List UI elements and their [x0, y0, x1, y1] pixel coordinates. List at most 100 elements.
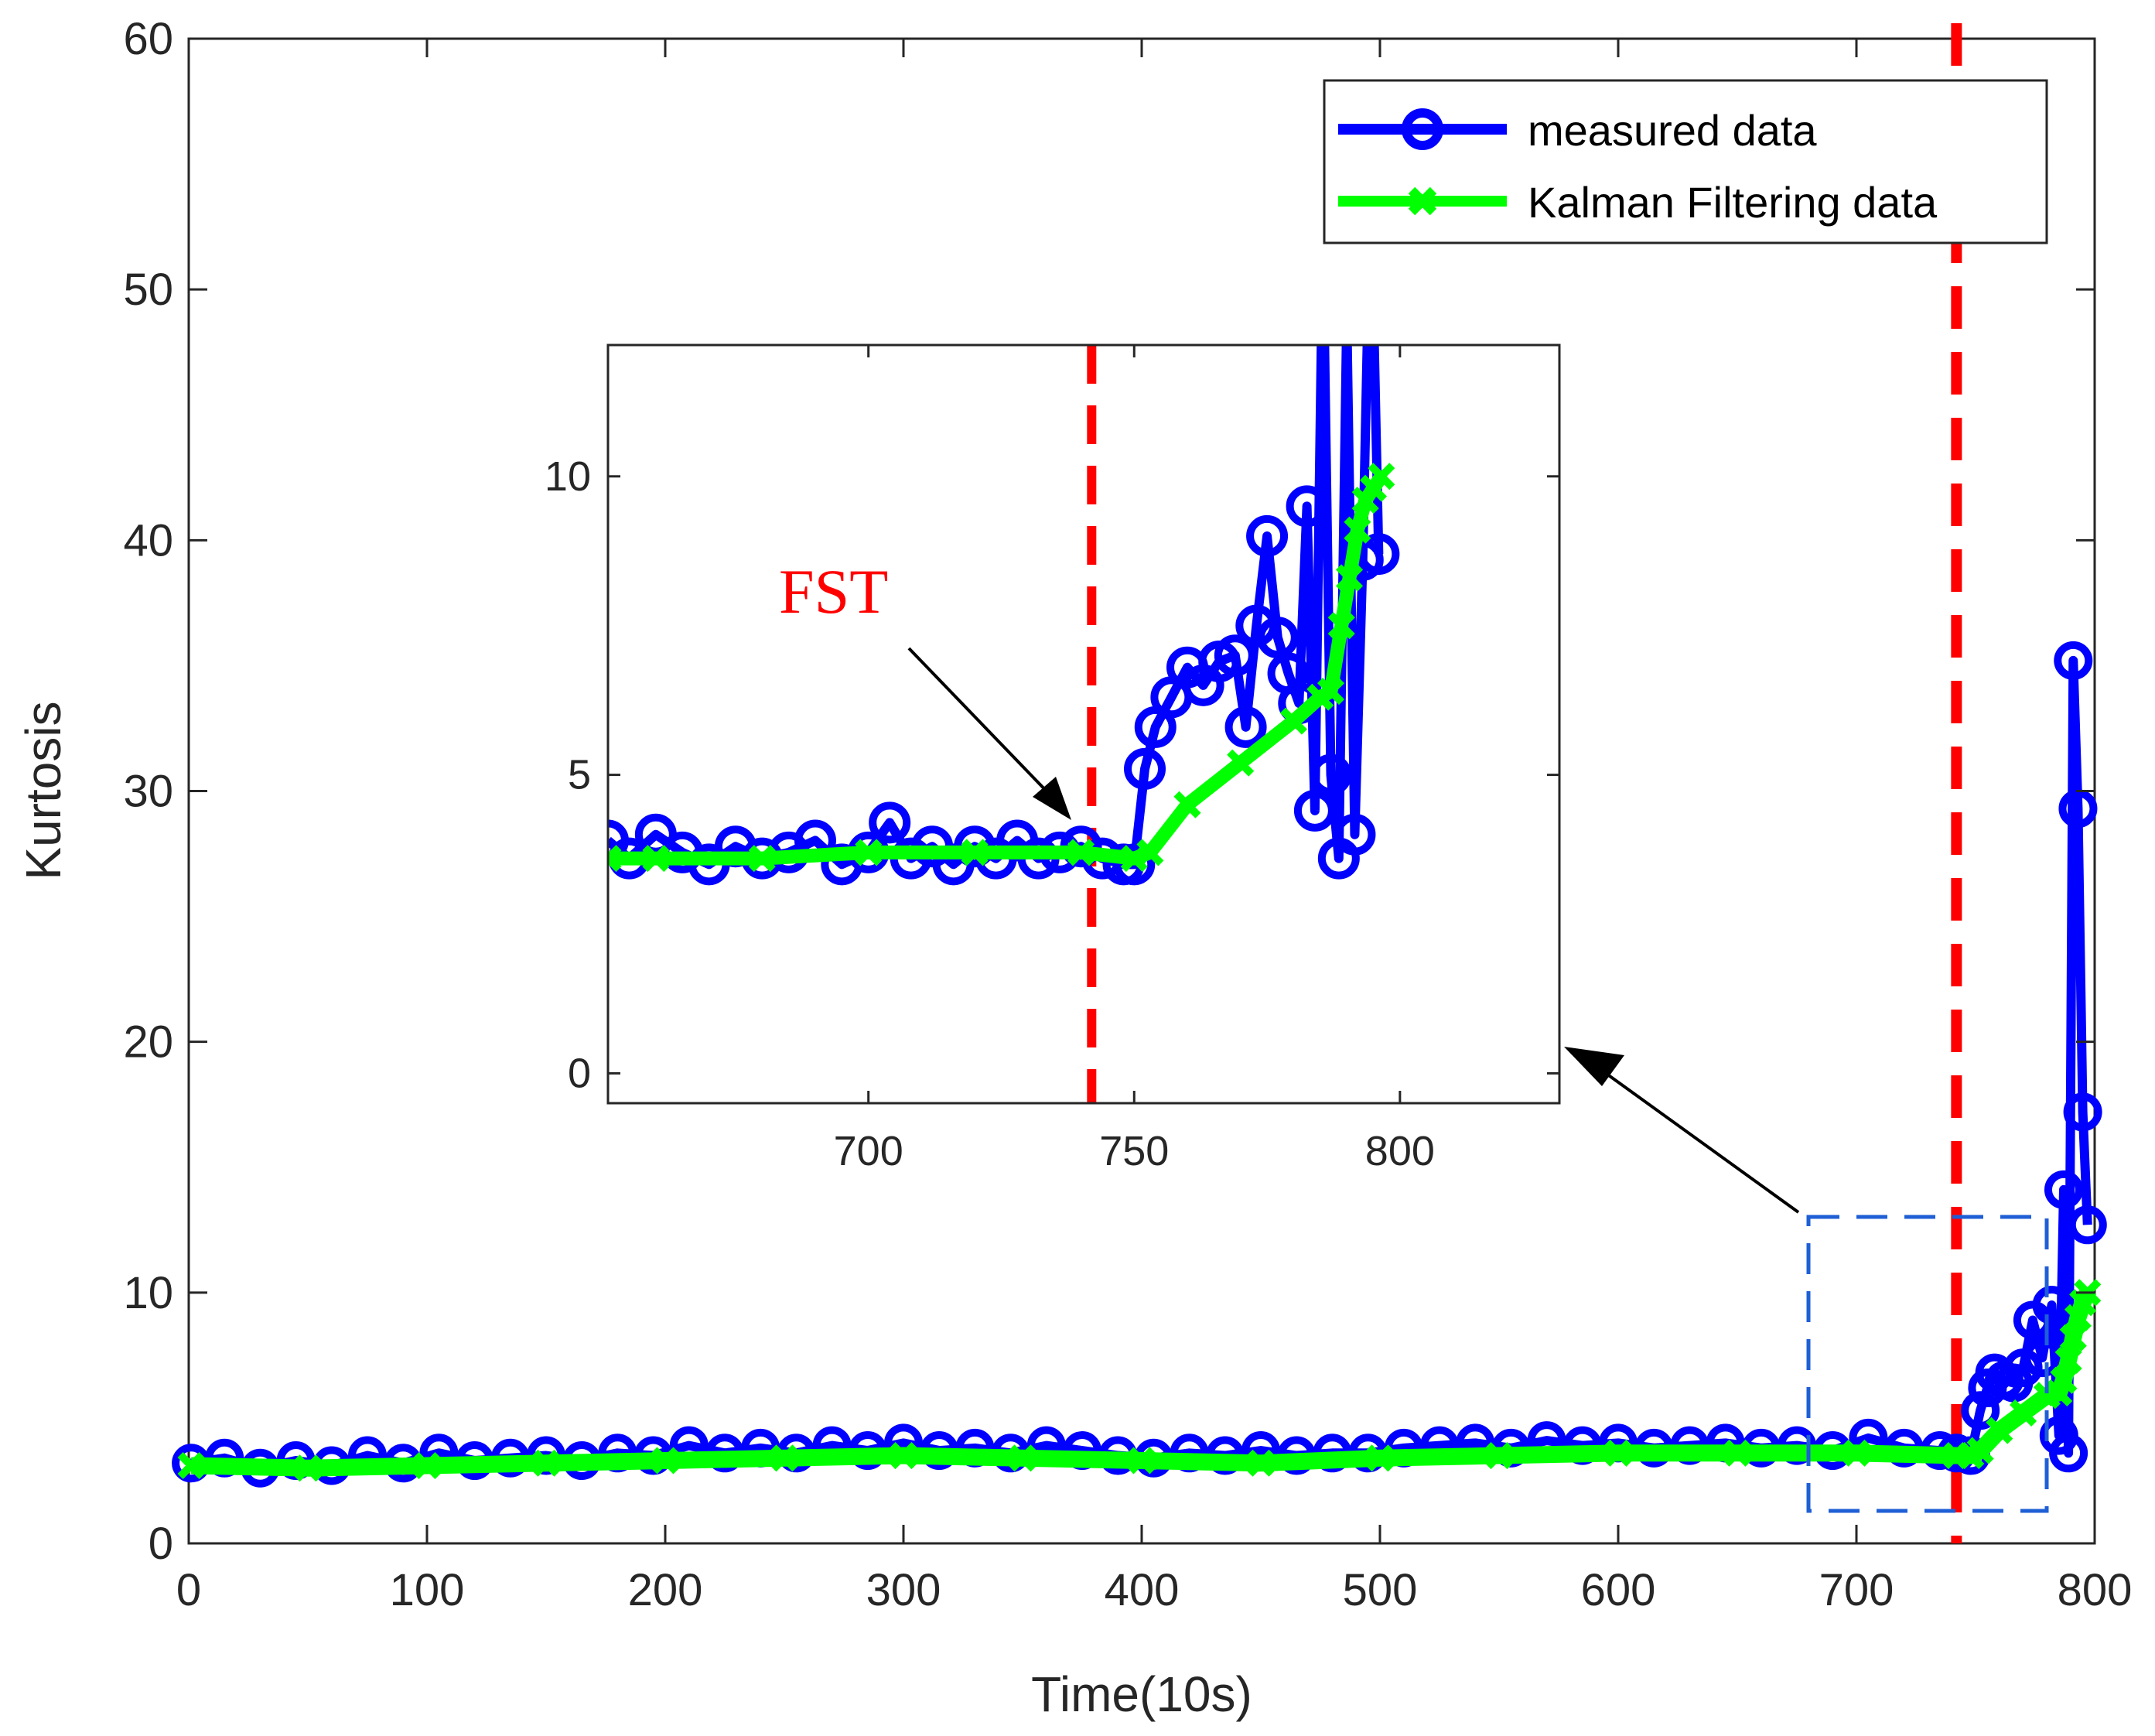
measured-data-point: [2003, 1348, 2043, 1388]
kalman-data-point: [890, 1442, 917, 1470]
measured-data-point: [1961, 1391, 2000, 1430]
kalman-data-point: [532, 1449, 560, 1477]
measured-data-point: [2023, 1338, 2062, 1378]
kalman-data-point: [1604, 1439, 1632, 1467]
zoom-arrow-line: [1586, 1058, 1800, 1214]
measured-data-point: [1246, 514, 1289, 557]
kalman-data-point: [294, 1454, 322, 1482]
x-tick-label: 500: [1343, 1565, 1418, 1615]
x-tick-label: 0: [176, 1565, 201, 1615]
measured-data-point: [1113, 843, 1156, 886]
legend-label-kalman: Kalman Filtering data: [1528, 178, 1938, 227]
x-axis-title: Time(10s): [1031, 1666, 1252, 1722]
x-tick-label: 750: [1099, 1128, 1169, 1174]
kalman-data-point: [177, 1451, 205, 1480]
kalman-data-point: [1344, 516, 1371, 544]
x-tick-label: 200: [628, 1565, 703, 1615]
measured-data-point: [2049, 1434, 2088, 1473]
measured-data-point: [1293, 789, 1336, 832]
y-axis-title: Kurtosis: [15, 701, 71, 880]
x-tick-label: 800: [1365, 1128, 1435, 1174]
y-tick-label: 30: [123, 767, 173, 817]
kalman-data-point: [608, 845, 622, 873]
y-tick-label: 50: [123, 265, 173, 315]
measured-data-point: [2068, 1205, 2107, 1245]
legend: measured data Kalman Filtering data: [1323, 79, 2048, 244]
kalman-data-point: [1227, 749, 1255, 777]
kalman-data-point: [1843, 1439, 1870, 1467]
measured-data-point: [1286, 485, 1328, 528]
measured-data-point: [1224, 706, 1267, 748]
y-tick-label: 5: [568, 752, 591, 798]
kalman-data-point: [1366, 1444, 1394, 1472]
kalman-data-point: [770, 1444, 798, 1472]
measured-data-point: [1235, 604, 1278, 647]
kalman-data-point: [1336, 564, 1364, 592]
kalman-data-point: [1279, 707, 1307, 735]
measured-data-point: [2058, 789, 2098, 829]
kalman-data-point: [1009, 1444, 1037, 1472]
kalman-data-point: [1485, 1442, 1513, 1470]
legend-marker-measured: [1402, 108, 1443, 150]
y-tick-label: 10: [545, 453, 591, 500]
measured-data-point: [1256, 617, 1299, 659]
legend-box: [1323, 79, 2048, 244]
kalman-data-point: [1136, 839, 1164, 866]
kalman-data-point: [2050, 1366, 2078, 1394]
kalman-data-point: [1368, 463, 1395, 490]
fst-arrow-line: [907, 647, 1054, 798]
x-tick-label: 100: [390, 1565, 465, 1615]
y-tick-label: 0: [568, 1050, 591, 1096]
kalman-data-point: [1173, 791, 1201, 818]
inset-series-layer: [608, 345, 1400, 886]
kalman-data-point: [651, 1447, 679, 1475]
x-tick-label: 800: [2058, 1565, 2133, 1615]
kalman-data-point: [748, 845, 776, 873]
legend-marker-kalman: [1408, 186, 1437, 216]
kalman-data-point: [1128, 1447, 1156, 1475]
y-tick-label: 0: [149, 1519, 173, 1569]
fst-arrow-head: [1033, 777, 1071, 820]
measured-data-point: [1214, 634, 1256, 677]
kalman-data-point: [1723, 1439, 1751, 1467]
inset-axes-frame: [606, 343, 1561, 1105]
kalman-data-point: [855, 839, 883, 866]
measured-data-point: [1334, 813, 1376, 856]
kalman-data-point: [1986, 1416, 2013, 1444]
measured-data-point: [869, 801, 911, 844]
inset-background: [608, 345, 1559, 1103]
kalman-data-line: [190, 1289, 2095, 1477]
kalman-data-point: [642, 845, 670, 873]
x-tick-label: 700: [834, 1128, 903, 1174]
kalman-data-point: [1067, 839, 1095, 866]
measured-data-point: [1310, 754, 1352, 796]
x-tick-label: 300: [866, 1565, 941, 1615]
kalman-data-point: [1317, 678, 1345, 706]
kalman-data-point: [1120, 845, 1148, 873]
measured-data-point: [1358, 533, 1400, 576]
kalman-data-point: [1966, 1437, 1994, 1464]
kalman-data-point: [2010, 1399, 2037, 1427]
inset-ticks: 700 750 800 0 5 10: [545, 345, 1559, 1174]
kalman-data-point: [413, 1451, 441, 1480]
measured-data-point: [2032, 1286, 2071, 1325]
y-tick-label: 10: [123, 1268, 173, 1318]
y-tick-label: 20: [123, 1017, 173, 1068]
kalman-data-point: [1327, 612, 1355, 640]
kalman-data-point: [961, 839, 989, 866]
x-tick-label: 700: [1819, 1565, 1894, 1615]
measured-data-point: [2063, 1092, 2102, 1132]
y-tick-label: 60: [123, 14, 173, 64]
x-tick-label: 400: [1105, 1565, 1180, 1615]
fst-annotation-label: FST: [779, 556, 888, 627]
measured-data-point: [2054, 641, 2093, 680]
y-tick-label: 40: [123, 515, 173, 566]
zoom-arrow-head: [1564, 1047, 1624, 1086]
measured-data-point: [2044, 1170, 2083, 1209]
legend-label-measured: measured data: [1528, 106, 1817, 155]
zoom-region-box: [1806, 1215, 2049, 1513]
kalman-data-point: [1247, 1449, 1275, 1477]
x-tick-label: 600: [1581, 1565, 1656, 1615]
